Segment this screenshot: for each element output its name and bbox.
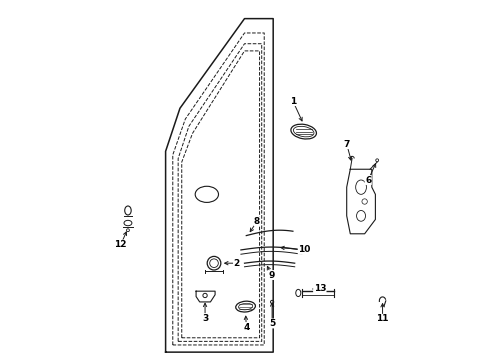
Text: 2: 2 [233,259,239,268]
Text: 6: 6 [365,176,370,185]
Text: 10: 10 [298,246,310,255]
Text: 5: 5 [268,319,275,328]
Text: 11: 11 [376,314,388,323]
Text: 3: 3 [202,314,208,323]
Text: 13: 13 [313,284,325,293]
Text: 7: 7 [343,140,349,149]
Text: 1: 1 [289,96,295,105]
Text: 8: 8 [253,217,260,226]
Text: 12: 12 [114,240,127,249]
Text: 4: 4 [243,323,249,332]
Text: 9: 9 [267,270,274,279]
